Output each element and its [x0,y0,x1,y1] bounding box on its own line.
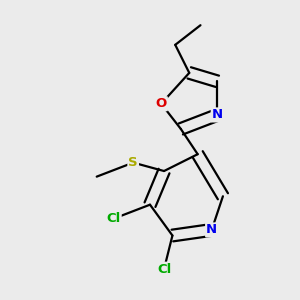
Text: O: O [156,97,167,110]
Text: Cl: Cl [106,212,121,225]
Text: S: S [128,156,138,169]
Text: Cl: Cl [157,263,171,276]
Text: N: N [212,108,223,122]
Text: N: N [206,224,217,236]
